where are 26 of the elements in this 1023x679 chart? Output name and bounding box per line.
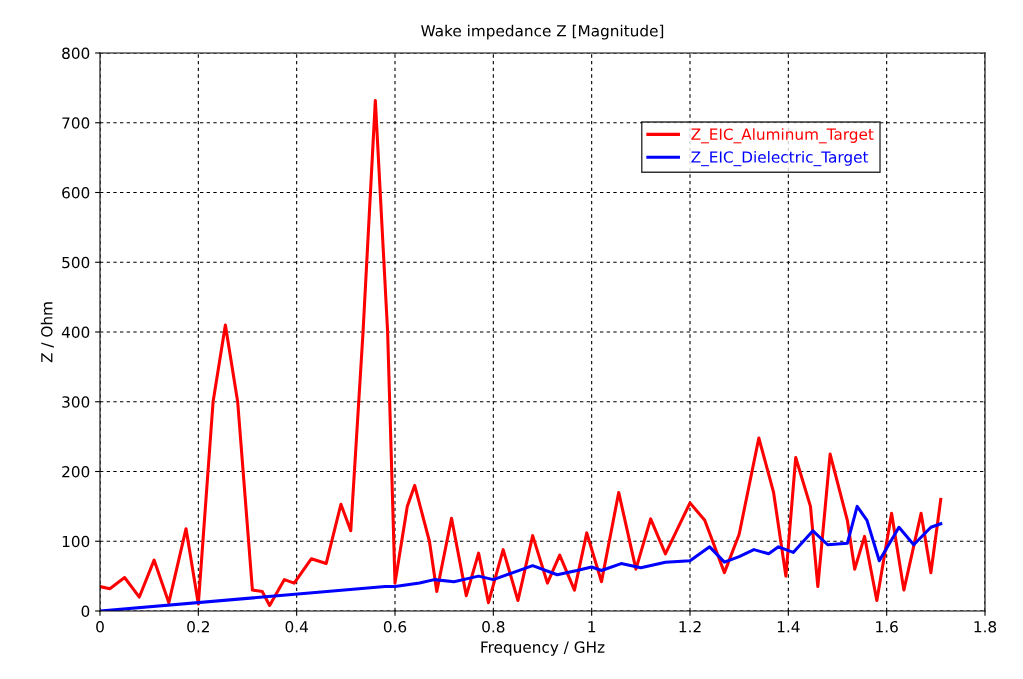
y-tick-label: 300 [62,396,90,408]
x-tick-label: 0.2 [187,620,209,633]
legend-label: Z_EIC_Dielectric_Target [691,150,869,167]
y-tick-label: 700 [62,117,90,129]
x-tick-label: 1.8 [974,620,997,633]
y-axis-title: Z / Ohm [40,302,54,363]
chart-title: Wake impedance Z [Magnitude] [421,24,664,40]
x-tick-label: 0.6 [383,620,407,633]
x-tick-label: 1.4 [777,621,800,633]
x-tick-label: 0.4 [285,620,308,633]
line-series [100,98,943,607]
line-series [100,504,943,611]
x-tick-label: 1 [588,621,596,633]
y-tick-label: 400 [61,326,90,339]
y-tick-label: 500 [62,256,90,269]
x-axis-title: Frequency / GHz [481,641,605,656]
y-tick-label: 800 [62,47,90,60]
y-tick-label: 600 [62,186,90,199]
y-tick-label: 200 [62,465,90,478]
x-tick-label: 0.8 [482,620,505,633]
legend-label: Z_EIC_Aluminum_Target [691,128,874,144]
x-tick-label: 1.6 [876,620,898,633]
y-tick-label: 100 [62,535,90,548]
x-tick-label: 0 [96,620,104,633]
y-tick-label: 0 [81,605,90,618]
x-tick-label: 1.2 [679,620,701,633]
